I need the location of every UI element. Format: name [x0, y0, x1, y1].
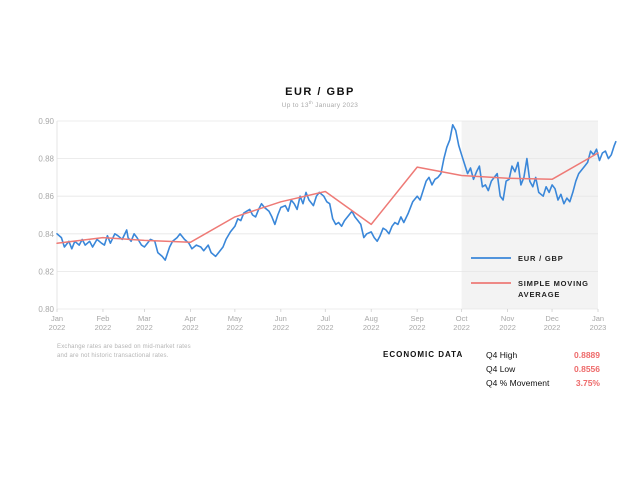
- x-tick-month-label: Aug: [365, 314, 378, 323]
- x-tick-month-label: Apr: [185, 314, 197, 323]
- economic-row-name: Q4 Low: [486, 364, 516, 374]
- x-tick-month-label: Nov: [501, 314, 515, 323]
- x-tick-year-label: 2022: [95, 323, 112, 332]
- x-tick-year-label: 2022: [409, 323, 426, 332]
- x-tick-year-label: 2022: [544, 323, 561, 332]
- x-tick-month-label: Jan: [592, 314, 604, 323]
- x-tick-month-label: Jun: [275, 314, 287, 323]
- economic-row-value: 3.75%: [575, 378, 600, 388]
- x-tick-year-label: 2023: [590, 323, 607, 332]
- y-tick-label: 0.88: [38, 155, 54, 164]
- eur-gbp-line: [56, 124, 617, 261]
- subtitle-main: Up to 13: [281, 102, 309, 110]
- x-tick-month-label: Feb: [96, 314, 109, 323]
- x-tick-month-label: Jul: [320, 314, 330, 323]
- legend-label-line-2: AVERAGE: [518, 290, 560, 299]
- x-tick-month-label: May: [228, 314, 242, 323]
- x-tick-month-label: Jan: [51, 314, 63, 323]
- subtitle-rest: January 2023: [313, 102, 359, 110]
- moving-average-line: [56, 152, 599, 244]
- y-tick-label: 0.86: [38, 192, 54, 201]
- x-tick-year-label: 2022: [363, 323, 380, 332]
- x-tick-year-label: 2022: [453, 323, 470, 332]
- x-tick-year-label: 2022: [317, 323, 334, 332]
- economic-row-value: 0.8556: [574, 364, 600, 374]
- disclaimer-line-1: Exchange rates are based on mid-market r…: [57, 344, 191, 350]
- x-tick-month-label: Mar: [138, 314, 151, 323]
- x-tick-month-label: Oct: [456, 314, 469, 323]
- economic-data-label: ECONOMIC DATA: [383, 350, 464, 359]
- legend-label: SIMPLE MOVING: [518, 279, 589, 288]
- x-tick-year-label: 2022: [272, 323, 289, 332]
- x-tick-year-label: 2022: [182, 323, 199, 332]
- x-tick-month-label: Dec: [545, 314, 559, 323]
- economic-row-value: 0.8889: [574, 350, 600, 360]
- chart-title: EUR / GBP: [285, 86, 355, 98]
- x-tick-year-label: 2022: [499, 323, 516, 332]
- y-tick-label: 0.90: [38, 117, 54, 126]
- chart-subtitle: Up to 13th January 2023: [0, 100, 640, 109]
- x-tick-year-label: 2022: [227, 323, 244, 332]
- x-tick-month-label: Sep: [410, 314, 423, 323]
- x-tick-year-label: 2022: [49, 323, 66, 332]
- y-tick-label: 0.84: [38, 230, 54, 239]
- x-tick-year-label: 2022: [136, 323, 153, 332]
- q4-highlight-region: [461, 121, 598, 309]
- economic-row-name: Q4 High: [486, 350, 518, 360]
- disclaimer-line-2: and are not historic transactional rates…: [57, 352, 169, 359]
- legend-label: EUR / GBP: [518, 254, 564, 263]
- y-tick-label: 0.80: [38, 305, 54, 314]
- economic-row-q4-high: Q4 High 0.8889: [486, 350, 600, 360]
- economic-row-q4-low: Q4 Low 0.8556: [486, 364, 600, 374]
- economic-row-q4-movement: Q4 % Movement 3.75%: [486, 378, 600, 388]
- economic-row-name: Q4 % Movement: [486, 378, 550, 388]
- subtitle-ordinal: th: [308, 100, 314, 105]
- disclaimer-note: Exchange rates are based on mid-market r…: [57, 343, 257, 360]
- y-tick-label: 0.82: [38, 267, 54, 276]
